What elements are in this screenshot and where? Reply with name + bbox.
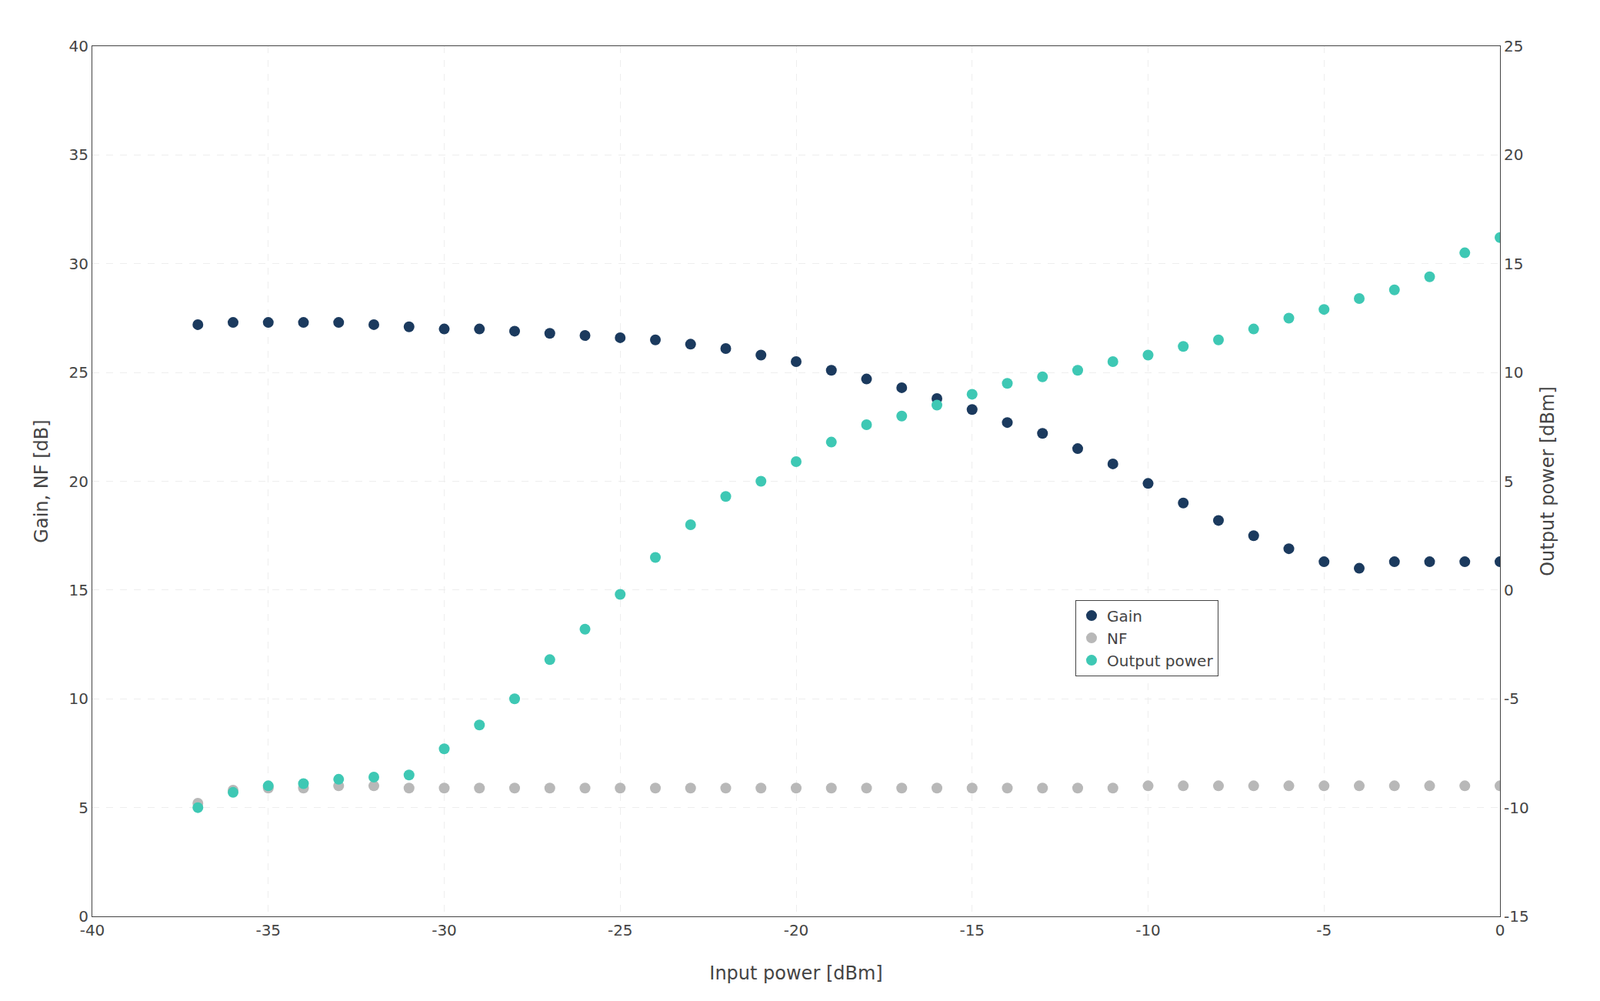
svg-text:Output power [dBm]: Output power [dBm] xyxy=(1536,386,1559,577)
svg-text:-40: -40 xyxy=(80,920,106,940)
svg-text:Output power: Output power xyxy=(1106,651,1214,670)
svg-text:20: 20 xyxy=(1503,145,1524,164)
svg-text:35: 35 xyxy=(69,145,89,164)
svg-text:0: 0 xyxy=(1503,580,1514,600)
svg-text:NF: NF xyxy=(1106,629,1127,648)
svg-text:-20: -20 xyxy=(783,920,810,940)
svg-text:-5: -5 xyxy=(1503,689,1520,708)
svg-text:0: 0 xyxy=(78,906,89,926)
svg-text:-30: -30 xyxy=(431,920,457,940)
svg-text:30: 30 xyxy=(69,254,89,274)
svg-text:-10: -10 xyxy=(1503,798,1530,817)
svg-text:10: 10 xyxy=(1503,363,1524,382)
svg-text:Gain: Gain xyxy=(1106,606,1143,626)
svg-text:0: 0 xyxy=(1495,920,1506,940)
svg-text:5: 5 xyxy=(78,798,89,817)
svg-text:5: 5 xyxy=(1503,472,1514,491)
svg-text:15: 15 xyxy=(1503,254,1524,274)
svg-text:Gain, NF [dB]: Gain, NF [dB] xyxy=(30,419,53,543)
svg-text:Input power [dBm]: Input power [dBm] xyxy=(709,962,883,984)
svg-text:20: 20 xyxy=(69,472,89,491)
svg-text:-10: -10 xyxy=(1135,920,1161,940)
svg-text:-5: -5 xyxy=(1316,920,1332,940)
svg-text:10: 10 xyxy=(69,689,89,708)
svg-text:25: 25 xyxy=(1503,36,1524,56)
svg-text:-15: -15 xyxy=(1503,906,1530,926)
svg-text:15: 15 xyxy=(69,580,89,600)
svg-text:-35: -35 xyxy=(255,920,281,940)
svg-text:40: 40 xyxy=(69,36,89,56)
svg-text:-15: -15 xyxy=(959,920,985,940)
svg-text:25: 25 xyxy=(69,363,89,382)
svg-text:-25: -25 xyxy=(607,920,634,940)
